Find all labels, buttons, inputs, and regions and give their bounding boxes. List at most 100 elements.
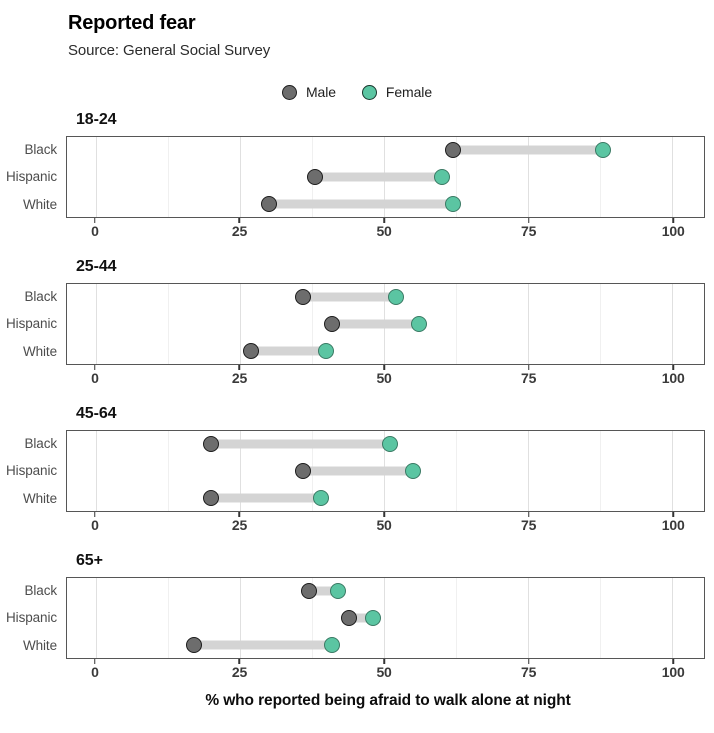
gridline: [239, 578, 241, 658]
y-axis-labels: Black Hispanic White: [4, 577, 66, 659]
x-tick-mark: [238, 365, 241, 370]
connector-bar: [309, 586, 338, 596]
x-tick-mark: [94, 659, 96, 664]
x-axis: 0 25 50 75 100: [66, 365, 705, 389]
connector-bar: [332, 319, 419, 329]
x-tick-label: 100: [661, 664, 685, 680]
x-tick-label: 75: [521, 517, 537, 533]
facet-body: Black Hispanic White: [4, 577, 705, 659]
y-axis-label: Black: [24, 289, 57, 305]
facet: 65+ Black Hispanic White 0 25 50 75 100: [4, 552, 705, 683]
female-dot: [381, 436, 398, 453]
gridline: [167, 431, 169, 511]
gridline: [528, 578, 530, 658]
legend-item-female: Female: [361, 84, 433, 100]
dumbbell-row: [67, 484, 704, 511]
gridline: [167, 578, 169, 658]
female-dot: [445, 195, 462, 212]
male-dot: [306, 168, 323, 185]
male-dot: [203, 436, 220, 453]
y-axis-labels: Black Hispanic White: [4, 283, 66, 365]
x-tick-mark: [672, 218, 674, 223]
plot-panel: [66, 430, 705, 512]
dumbbell-row: [67, 578, 704, 605]
facet-body: Black Hispanic White: [4, 136, 705, 218]
x-tick-mark: [672, 365, 674, 370]
gridline: [239, 284, 241, 364]
gridline: [456, 578, 458, 658]
female-dot: [364, 609, 381, 626]
gridline: [95, 431, 97, 511]
dumbbell-row: [67, 631, 704, 658]
gridline: [600, 578, 602, 658]
y-axis-labels: Black Hispanic White: [4, 430, 66, 512]
y-axis-labels: Black Hispanic White: [4, 136, 66, 218]
x-tick-label: 100: [661, 223, 685, 239]
gridline: [456, 431, 458, 511]
page-subtitle: Source: General Social Survey: [68, 42, 271, 59]
gridline: [95, 578, 97, 658]
plot-panel: [66, 136, 705, 218]
x-tick-label: 25: [231, 370, 248, 386]
legend-label-male: Male: [305, 84, 336, 100]
gridline: [528, 284, 530, 364]
y-axis-label: Black: [24, 583, 57, 599]
x-tick-label: 0: [91, 370, 99, 386]
x-tick-mark: [238, 512, 241, 517]
x-tick-label: 75: [521, 223, 537, 239]
connector-bar: [211, 493, 321, 503]
legend: Male Female: [0, 83, 714, 101]
gridline: [672, 578, 674, 658]
x-tick-label: 0: [91, 517, 99, 533]
gridline: [600, 137, 602, 217]
facet-panels: 18-24 Black Hispanic White 0 25 50 75 100 25-44 Bl…: [0, 111, 714, 683]
gridline: [456, 137, 458, 217]
connector-bar: [211, 439, 390, 449]
male-dot: [295, 289, 312, 306]
dumbbell-row: [67, 137, 704, 164]
female-dot: [324, 636, 341, 653]
gridline: [528, 431, 530, 511]
facet: 45-64 Black Hispanic White 0 25 50 75 100: [4, 405, 705, 536]
x-tick-label: 50: [376, 370, 392, 386]
dumbbell-row: [67, 605, 704, 632]
y-axis-label: White: [22, 637, 57, 653]
gridline: [239, 431, 241, 511]
female-dot: [404, 462, 421, 479]
connector-bar: [349, 613, 373, 623]
x-tick-mark: [527, 659, 530, 664]
x-tick-label: 0: [91, 664, 99, 680]
dumbbell-row: [67, 164, 704, 191]
male-dot: [243, 342, 260, 359]
facet: 18-24 Black Hispanic White 0 25 50 75 100: [4, 111, 705, 242]
female-dot: [595, 142, 612, 159]
y-axis-label: Hispanic: [6, 169, 57, 185]
x-axis-title: % who reported being afraid to walk alon…: [205, 692, 571, 709]
gridline: [672, 284, 674, 364]
dumbbell-row: [67, 311, 704, 338]
x-tick-mark: [527, 512, 530, 517]
y-axis-label: Hispanic: [6, 610, 57, 626]
gridline: [167, 284, 169, 364]
gridline: [600, 431, 602, 511]
x-axis: 0 25 50 75 100: [66, 512, 705, 536]
connector-bar: [268, 199, 454, 209]
y-axis-label: Hispanic: [6, 316, 57, 332]
legend-label-female: Female: [385, 84, 433, 100]
connector-bar: [303, 292, 396, 302]
gridline: [528, 137, 530, 217]
gridline: [167, 137, 169, 217]
gridline: [456, 284, 458, 364]
facet-title: 25-44: [76, 258, 117, 275]
female-dot: [329, 583, 346, 600]
x-tick-mark: [238, 659, 241, 664]
facet-body: Black Hispanic White: [4, 430, 705, 512]
facet: 25-44 Black Hispanic White 0 25 50 75 100: [4, 258, 705, 389]
x-tick-label: 100: [661, 370, 685, 386]
male-dot: [445, 142, 462, 159]
connector-bar: [251, 346, 327, 356]
male-dot: [341, 609, 358, 626]
y-axis-label: Black: [24, 142, 57, 158]
plot-panel: [66, 283, 705, 365]
